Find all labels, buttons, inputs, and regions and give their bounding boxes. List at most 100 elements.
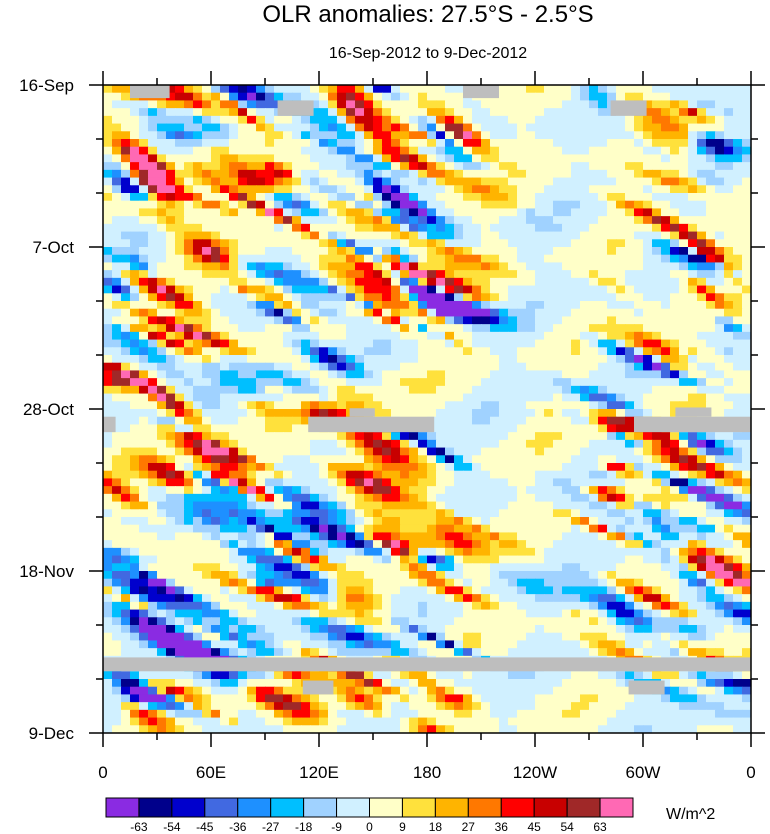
heat-cell: [553, 347, 563, 356]
heat-cell: [715, 501, 725, 510]
heat-cell: [175, 563, 185, 572]
heat-cell: [508, 154, 518, 163]
heat-cell: [184, 108, 194, 117]
heat-cell: [292, 355, 302, 364]
heat-cell: [697, 200, 707, 210]
heat-cell: [679, 586, 689, 595]
heat-cell: [364, 447, 374, 456]
heat-cell: [445, 200, 455, 210]
heat-cell: [238, 262, 248, 271]
heat-cell: [148, 247, 158, 256]
heat-cell: [733, 470, 743, 480]
heat-cell: [742, 362, 751, 372]
heat-cell: [292, 339, 302, 348]
heat-cell: [472, 247, 482, 256]
heat-cell: [490, 301, 500, 310]
heat-cell: [283, 601, 293, 611]
heat-cell: [697, 439, 707, 449]
heat-cell: [418, 385, 428, 395]
heat-cell: [328, 301, 338, 310]
heat-cell: [445, 169, 455, 179]
heat-cell: [103, 285, 113, 294]
heat-cell: [301, 270, 311, 279]
heat-cell: [364, 493, 374, 503]
heat-cell: [463, 586, 473, 595]
heat-cell: [661, 401, 671, 410]
heat-cell: [598, 139, 608, 148]
heat-cell: [652, 486, 662, 495]
heat-cell: [346, 385, 356, 395]
heat-cell: [364, 432, 374, 441]
heat-cell: [598, 193, 608, 202]
heat-cell: [436, 85, 446, 94]
heat-cell: [130, 223, 140, 233]
heat-cell: [220, 393, 230, 402]
heat-cell: [490, 439, 500, 449]
heat-cell: [715, 285, 725, 294]
heat-cell: [220, 478, 230, 487]
heat-cell: [148, 200, 158, 210]
heat-cell: [130, 131, 140, 140]
heat-cell: [490, 208, 500, 217]
heat-cell: [679, 85, 689, 94]
heat-cell: [193, 277, 203, 287]
heat-cell: [652, 432, 662, 441]
heat-cell: [337, 92, 347, 102]
heat-cell: [256, 162, 266, 171]
heat-cell: [202, 177, 212, 186]
heat-cell: [301, 162, 311, 171]
heat-cell: [643, 262, 653, 271]
heat-cell: [211, 293, 221, 302]
heat-cell: [607, 532, 617, 541]
heat-cell: [517, 571, 527, 580]
heat-cell: [616, 270, 626, 279]
heat-cell: [310, 270, 320, 279]
heat-cell: [517, 393, 527, 402]
heat-cell: [310, 401, 320, 410]
heat-cell: [589, 285, 599, 294]
heat-cell: [733, 524, 743, 534]
heat-cell: [193, 301, 203, 310]
heat-cell: [382, 401, 392, 410]
heat-cell: [193, 547, 203, 557]
heat-cell: [175, 270, 185, 279]
heat-cell: [571, 439, 581, 449]
heat-cell: [481, 139, 491, 148]
heat-cell: [301, 601, 311, 611]
heat-cell: [616, 609, 626, 618]
heat-cell: [571, 185, 581, 194]
heat-cell: [166, 301, 176, 310]
heat-cell: [463, 424, 473, 433]
heat-cell: [292, 401, 302, 410]
heat-cell: [391, 185, 401, 194]
heat-cell: [157, 401, 167, 410]
heat-cell: [535, 115, 545, 125]
heat-cell: [499, 285, 509, 294]
heat-cell: [724, 92, 734, 102]
heat-cell: [589, 146, 599, 156]
heat-cell: [310, 169, 320, 179]
heat-cell: [202, 409, 212, 418]
heat-cell: [391, 571, 401, 580]
heat-cell: [283, 339, 293, 348]
heat-cell: [238, 324, 248, 333]
heat-cell: [148, 347, 158, 356]
heat-cell: [301, 92, 311, 102]
heat-cell: [652, 586, 662, 595]
heat-cell: [274, 177, 284, 186]
heat-cell: [598, 470, 608, 480]
heat-cell: [517, 247, 527, 256]
heat-cell: [319, 378, 329, 387]
heat-cell: [724, 370, 734, 379]
heat-cell: [733, 262, 743, 271]
heat-cell: [445, 578, 455, 588]
heat-cell: [400, 162, 410, 171]
heat-cell: [229, 154, 239, 163]
heat-cell: [301, 470, 311, 480]
heat-cell: [274, 493, 284, 503]
heat-cell: [256, 378, 266, 387]
heat-cell: [103, 277, 113, 287]
heat-cell: [544, 123, 554, 132]
heat-cell: [247, 586, 257, 595]
heat-cell: [103, 254, 113, 264]
